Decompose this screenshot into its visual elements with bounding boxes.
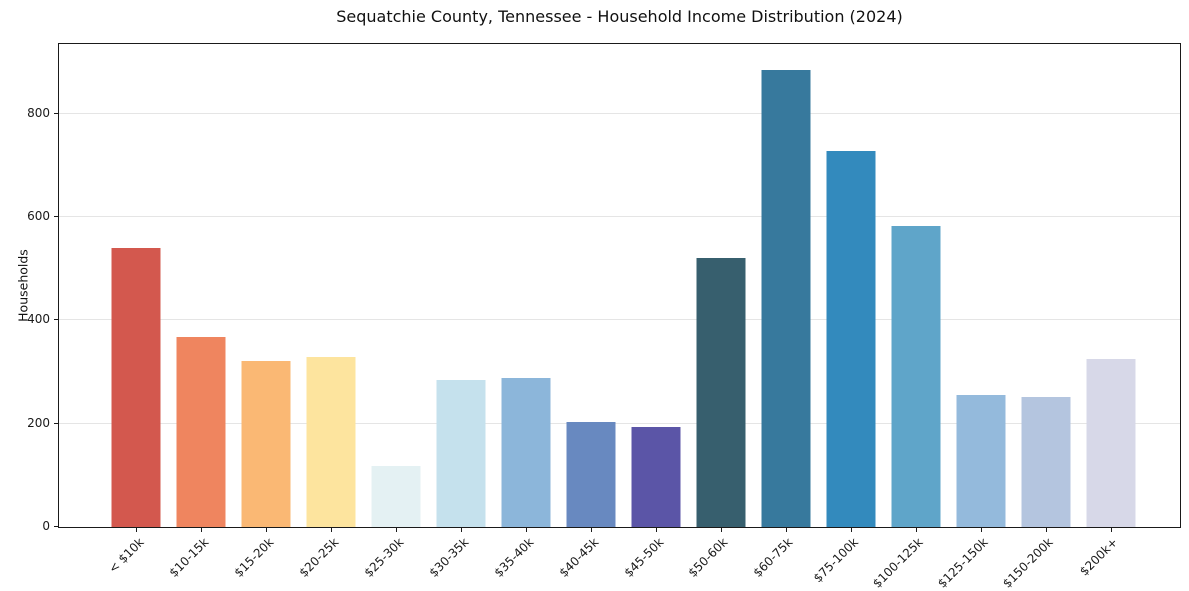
bar-125-150k — [956, 394, 1006, 527]
bar-20-25k — [306, 356, 356, 527]
y-tick-label: 600 — [27, 209, 50, 224]
category-slot: $50-60k — [686, 44, 753, 580]
bar-45-50k — [631, 426, 681, 527]
x-tick-mark — [1045, 528, 1047, 532]
bar-60-75k — [761, 70, 811, 527]
bar-75-100k — [826, 150, 876, 527]
x-tick-label: < $10k — [105, 535, 147, 576]
bars-container: < $10k $10-15k $15-20k $20-25k $25-30k $30-35… — [59, 44, 1180, 591]
y-tick-label: 400 — [27, 312, 50, 327]
category-slot: $25-30k — [361, 44, 429, 580]
x-tick-mark — [266, 528, 268, 532]
x-tick-mark — [396, 528, 398, 532]
category-slot: $60-75k — [751, 44, 818, 580]
category-slot: $125-150k — [935, 44, 1013, 591]
x-tick-label: $75-100k — [810, 535, 861, 586]
x-tick-label: $30-35k — [426, 535, 472, 580]
x-tick-mark — [591, 528, 593, 532]
bar-200k+ — [1086, 359, 1136, 527]
bar-15-20k — [241, 360, 291, 527]
bar-50-60k — [696, 258, 746, 527]
y-tick-mark — [54, 319, 59, 321]
category-slot: $10-15k — [166, 44, 234, 580]
category-slot: $35-40k — [491, 44, 559, 580]
x-tick-label: $100-125k — [869, 535, 926, 591]
gridline-200 — [59, 422, 1180, 424]
x-tick-mark — [331, 528, 333, 532]
plot-area: 0 200 400 600 800 < $10k $10-15k $15-20k $20-25… — [27, 43, 1181, 591]
category-slot: $100-125k — [870, 44, 948, 591]
x-tick-mark — [526, 528, 528, 532]
x-tick-label: $15-20k — [231, 535, 277, 580]
category-slot: $20-25k — [296, 44, 364, 580]
x-tick-mark — [915, 528, 917, 532]
x-tick-label: $20-25k — [296, 535, 342, 580]
category-slot: $40-45k — [556, 44, 624, 580]
category-slot: $45-50k — [621, 44, 689, 580]
x-tick-mark — [655, 528, 657, 532]
category-slot: $200k+ — [1077, 44, 1143, 579]
gridline-800 — [59, 112, 1180, 114]
x-tick-mark — [785, 528, 787, 532]
y-tick-mark — [54, 422, 59, 424]
y-tick-label: 800 — [27, 105, 50, 120]
bar-30-35k — [436, 379, 486, 527]
x-tick-label: $45-50k — [621, 535, 666, 580]
y-tick-mark — [54, 526, 59, 527]
category-slot: $30-35k — [426, 44, 494, 580]
category-slot: $75-100k — [810, 44, 883, 585]
bar-35-40k — [501, 378, 551, 527]
x-tick-label: $40-45k — [556, 535, 601, 580]
category-slot: < $10k — [104, 44, 169, 576]
y-tick-mark — [54, 216, 59, 218]
x-tick-mark — [1110, 528, 1112, 532]
category-slot: $150-200k — [1000, 44, 1078, 591]
chart-title: Sequatchie County, Tennessee - Household… — [336, 7, 903, 26]
x-tick-label: $25-30k — [361, 535, 407, 580]
bar-100-125k — [891, 226, 941, 527]
x-tick-mark — [136, 528, 138, 532]
x-tick-label: $10-15k — [166, 535, 212, 580]
bar-40-45k — [566, 422, 616, 527]
bar-25-30k — [371, 465, 421, 527]
x-tick-label: $150-200k — [999, 535, 1056, 591]
y-tick-mark — [54, 112, 59, 114]
x-tick-label: $50-60k — [685, 535, 731, 580]
category-slot: $15-20k — [231, 44, 299, 580]
y-tick-label: 200 — [27, 415, 50, 430]
gridline-600 — [59, 216, 1180, 218]
x-tick-label: $125-150k — [934, 535, 991, 591]
x-tick-label: $60-75k — [750, 535, 796, 580]
bar-10k — [111, 248, 161, 527]
x-tick-label: $35-40k — [491, 535, 536, 580]
x-tick-mark — [461, 528, 463, 532]
bar-150-200k — [1021, 396, 1071, 527]
x-tick-mark — [980, 528, 982, 532]
x-tick-label: $200k+ — [1076, 535, 1121, 579]
x-tick-mark — [850, 528, 852, 532]
gridline-400 — [59, 319, 1180, 321]
bar-10-15k — [176, 336, 226, 527]
x-tick-mark — [201, 528, 203, 532]
y-tick-label: 0 — [42, 519, 50, 533]
x-tick-mark — [720, 528, 722, 532]
